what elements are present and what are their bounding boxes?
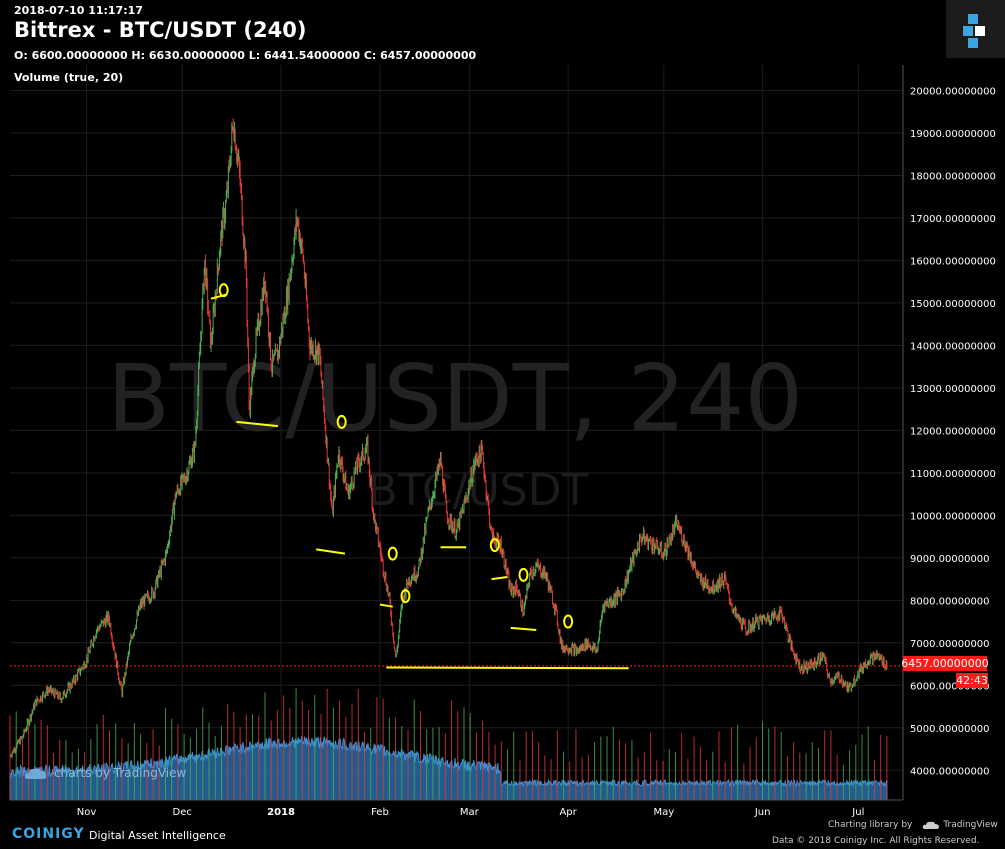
price-tick-label: 18000.00000000 [910, 171, 996, 182]
time-tick-label: May [653, 807, 674, 818]
time-tick-label: Feb [371, 807, 389, 818]
support-line-annotation [236, 420, 279, 428]
last-price-value: 6457.00000000 [901, 657, 988, 670]
coinigy-tagline: Digital Asset Intelligence [89, 829, 226, 842]
volume-layer [9, 688, 888, 801]
volume-area [9, 735, 888, 801]
coinigy-logo-icon [963, 14, 985, 48]
support-line-annotation [379, 603, 393, 608]
price-tick-label: 16000.00000000 [910, 256, 996, 267]
price-tick-label: 8000.00000000 [910, 596, 990, 607]
bar-countdown: 42:43 [956, 674, 988, 687]
coinigy-brand-text: COINIGY [12, 826, 85, 842]
last-price-tag: 6457.00000000 42:43 [901, 656, 989, 688]
annotation-layer [210, 283, 629, 670]
coinigy-brand[interactable]: COINIGY [12, 826, 85, 842]
circle-annotation [489, 538, 500, 553]
time-tick-label: Jun [754, 807, 771, 818]
candle-layer [9, 118, 888, 758]
time-tick-label: Apr [559, 807, 577, 818]
watermark-main: BTC/USDT, 240 [107, 345, 803, 452]
price-tick-label: 6000.00000000 [910, 681, 990, 692]
price-tick-label: 14000.00000000 [910, 341, 996, 352]
time-tick-label: Dec [173, 807, 192, 818]
price-tick-label: 9000.00000000 [910, 554, 990, 565]
circle-annotation [563, 614, 574, 629]
support-line-annotation [386, 666, 629, 670]
chart-title: Bittrex - BTC/USDT (240) [14, 18, 307, 42]
circle-annotation [218, 283, 229, 298]
time-tick-label: 2018 [267, 807, 295, 818]
support-line-annotation [510, 626, 537, 632]
circle-annotation [400, 589, 411, 604]
price-axis[interactable]: 4000.00000000 5000.00000000 6000.00000000 7… [910, 86, 996, 777]
price-tick-label: 17000.00000000 [910, 214, 996, 225]
support-line-annotation [491, 575, 508, 581]
price-tick-label: 7000.00000000 [910, 639, 990, 650]
time-axis[interactable]: Nov Dec 2018 Feb Mar Apr May Jun Jul [77, 807, 865, 818]
volume-indicator-label[interactable]: Volume (true, 20) [14, 71, 124, 84]
tradingview-badge-text: charts by TradingView [54, 766, 187, 780]
price-tick-label: 4000.00000000 [910, 766, 990, 777]
price-tick-label: 19000.00000000 [910, 129, 996, 140]
chart-timestamp: 2018-07-10 11:17:17 [14, 4, 143, 17]
tradingview-cloud-icon [923, 821, 940, 829]
coinigy-logo-button[interactable] [946, 0, 1005, 58]
time-tick-label: Mar [460, 807, 480, 818]
price-tick-label: 5000.00000000 [910, 724, 990, 735]
cloud-icon [24, 768, 47, 779]
price-tick-label: 20000.00000000 [910, 86, 996, 97]
support-line-annotation [316, 548, 346, 555]
watermark-sub: BTC/USDT [368, 465, 589, 516]
circle-annotation [387, 546, 398, 561]
price-tick-label: 12000.00000000 [910, 426, 996, 437]
tradingview-badge[interactable]: charts by TradingView [24, 766, 186, 780]
time-tick-label: Nov [77, 807, 97, 818]
charting-library-credit[interactable]: Charting library by TradingView [828, 820, 998, 830]
tradingview-text: TradingView [943, 820, 998, 830]
price-tick-label: 11000.00000000 [910, 469, 996, 480]
circle-annotation [518, 567, 529, 582]
price-tick-label: 13000.00000000 [910, 384, 996, 395]
price-tick-label: 10000.00000000 [910, 511, 996, 522]
ohlc-readout: O: 6600.00000000 H: 6630.00000000 L: 644… [14, 49, 477, 62]
circle-annotation [336, 414, 347, 429]
copyright-text: Data © 2018 Coinigy Inc. All Rights Rese… [772, 836, 980, 846]
charting-library-text: Charting library by [828, 820, 913, 830]
time-tick-label: Jul [851, 807, 864, 818]
price-tick-label: 15000.00000000 [910, 299, 996, 310]
